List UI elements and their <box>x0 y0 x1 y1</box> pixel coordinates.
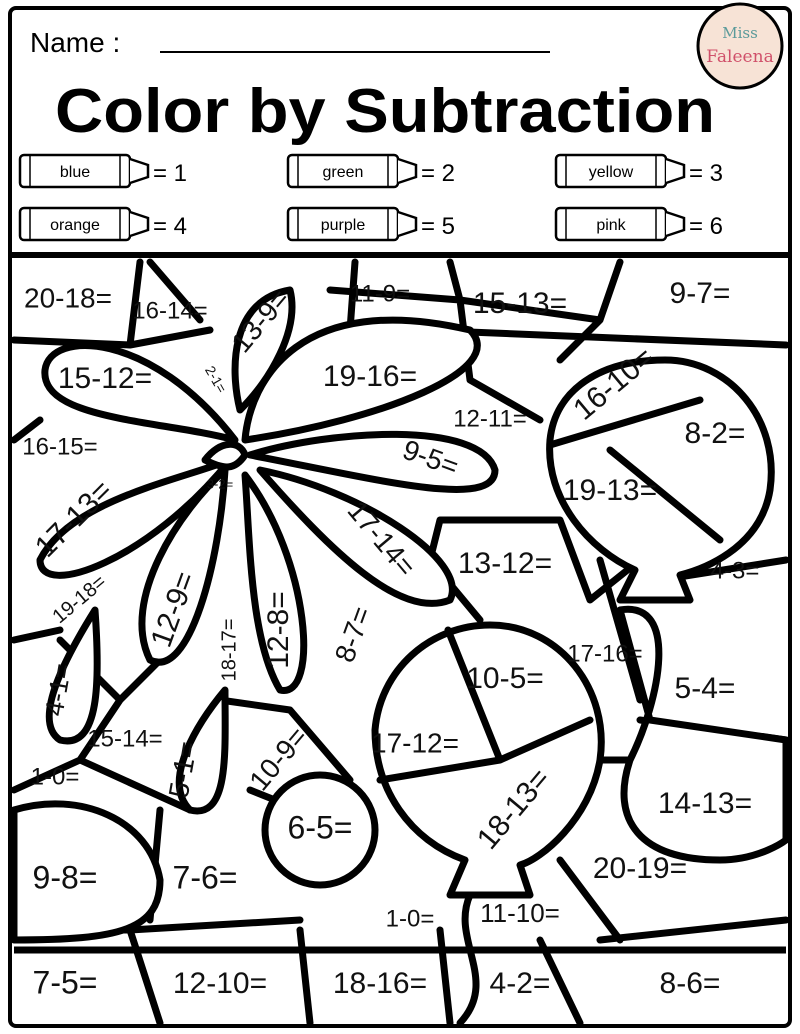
problem-label: 17-16= <box>567 640 642 667</box>
svg-text:Faleena: Faleena <box>706 47 773 67</box>
page-title: Color by Subtraction <box>55 77 715 146</box>
key-item-green: green = 2 <box>286 153 455 189</box>
problem-label: 16-14= <box>132 297 207 324</box>
key-item-pink: pink = 6 <box>554 206 723 242</box>
problem-label: 12-10= <box>173 967 267 1000</box>
crayon-value: = 6 <box>689 213 723 240</box>
problem-label: 12-8= <box>262 591 295 669</box>
picture-lines <box>10 258 790 1027</box>
crayon-value: = 3 <box>689 160 723 187</box>
problem-label: 8-6= <box>660 967 721 1000</box>
problem-labels: 20-18= 16-14= 13-9= 11-9= 15-13= 9-7=15-12= 2-… <box>22 277 759 1001</box>
problem-label: 3-2= <box>207 476 233 491</box>
svg-text:Miss: Miss <box>722 24 758 42</box>
problem-label: 4-2= <box>490 967 551 1000</box>
key-item-yellow: yellow = 3 <box>554 153 723 189</box>
problem-label: 15-13= <box>473 287 567 320</box>
crayon-label: blue <box>60 164 90 181</box>
crayon-label: yellow <box>589 164 634 181</box>
problem-label: 16-15= <box>22 433 97 460</box>
problem-label: 18-17= <box>218 619 240 682</box>
crayon-label: pink <box>596 217 626 234</box>
problem-label: 9-7= <box>670 277 731 310</box>
problem-label: 11-10= <box>480 898 560 928</box>
problem-label: 13-12= <box>458 547 552 580</box>
problem-label: 1-0= <box>386 905 435 932</box>
problem-label: 17-12= <box>371 727 459 758</box>
problem-label: 15-14= <box>87 725 162 752</box>
problem-label: 12-11= <box>453 405 527 432</box>
problem-label: 1-0= <box>31 763 80 790</box>
problem-label: 6-5= <box>288 809 353 845</box>
problem-label: 10-5= <box>466 662 544 695</box>
crayon-value: = 4 <box>153 213 187 240</box>
problem-label: 18-16= <box>333 967 427 1000</box>
problem-label: 20-18= <box>24 282 112 313</box>
problem-label: 15-12= <box>58 362 152 395</box>
problem-label: 11-9= <box>350 280 410 307</box>
crayon-value: = 2 <box>421 160 455 187</box>
problem-label: 8-2= <box>685 417 746 450</box>
problem-label: 20-19= <box>593 852 687 885</box>
problem-label: 19-16= <box>323 360 417 393</box>
problem-label: 7-6= <box>173 859 238 895</box>
name-label: Name : <box>30 27 120 58</box>
page-border <box>8 6 792 1028</box>
key-item-purple: purple = 5 <box>286 206 455 242</box>
color-key: blue = 1 green = 2 yellow = 3 orange = 4 pur… <box>18 153 723 242</box>
problem-label: 19-13= <box>563 474 657 507</box>
crayon-label: purple <box>321 217 366 234</box>
crayon-label: green <box>323 164 364 181</box>
crayon-value: = 5 <box>421 213 455 240</box>
key-item-blue: blue = 1 <box>18 153 187 189</box>
problem-label: 4-3= <box>711 557 760 584</box>
logo: Miss Faleena <box>696 2 784 90</box>
crayon-value: = 1 <box>153 160 187 187</box>
key-item-orange: orange = 4 <box>18 206 187 242</box>
problem-label: 7-5= <box>33 964 98 1000</box>
problem-label: 14-13= <box>658 787 752 820</box>
problem-label: 9-8= <box>33 859 98 895</box>
problem-label: 5-4= <box>675 672 736 705</box>
crayon-label: orange <box>50 217 100 234</box>
